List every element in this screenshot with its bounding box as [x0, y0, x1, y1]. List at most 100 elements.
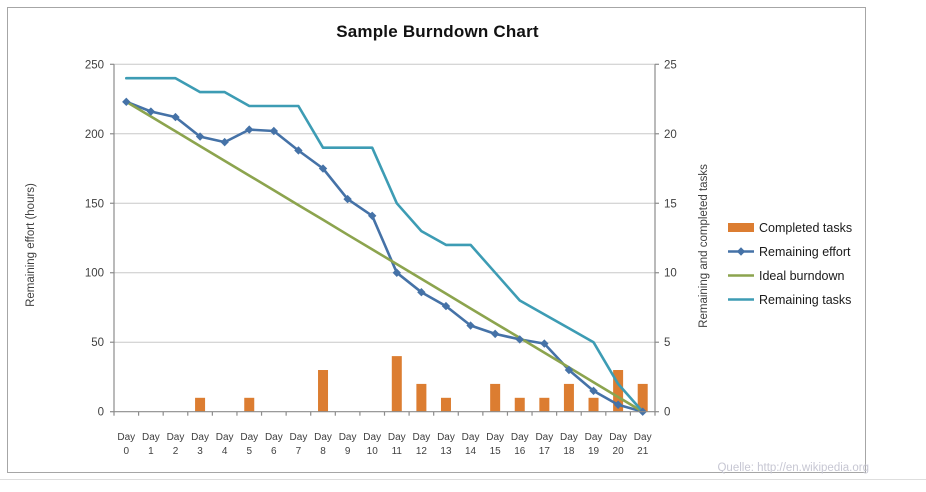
axes: 0 50 100 150 200 250 0 5 10 15 20 25 — [85, 59, 677, 418]
legend-item-ideal-burndown: Ideal burndown — [728, 267, 874, 284]
diamond-marker — [171, 112, 180, 122]
axis-tick-label: Day — [117, 432, 135, 443]
diamond-marker — [515, 335, 524, 344]
axis-tick-label: Day — [265, 432, 283, 443]
axis-tick-label: Day — [142, 432, 160, 443]
axis-tick-label: 2 — [173, 446, 179, 457]
bar-completed-tasks — [514, 397, 525, 412]
bar-completed-tasks — [539, 397, 550, 412]
axis-tick-label: 8 — [320, 446, 326, 457]
swatch-bar — [728, 223, 754, 232]
diamond-marker — [368, 211, 377, 220]
diamond-marker — [294, 146, 303, 155]
series-remaining-tasks — [125, 76, 645, 414]
axis-tick-label: 3 — [197, 446, 203, 457]
series-completed-tasks — [195, 356, 648, 412]
axis-tick-label: 16 — [514, 446, 526, 457]
axis-tick-label: 13 — [440, 446, 452, 457]
axis-tick-label: 0 — [124, 446, 130, 457]
axis-tick-label: Day — [412, 432, 430, 443]
diamond-marker — [613, 400, 623, 409]
diamond-marker — [269, 126, 279, 136]
axis-tick-label: Day — [486, 432, 504, 443]
axis-tick-label: 0 — [664, 407, 670, 419]
bar-completed-tasks — [490, 383, 501, 412]
axis-tick-label: Day — [240, 432, 258, 443]
axis-tick-label: Day — [314, 432, 332, 443]
axis-tick-label: 4 — [222, 446, 228, 457]
bar-completed-tasks — [416, 383, 427, 412]
diamond-marker — [318, 164, 328, 173]
diamond-marker — [490, 329, 500, 339]
markers-remaining-effort — [122, 97, 647, 416]
x-axis-labels: Day 0 Day 1 Day 2 Day 3 Day 4 Day 5 Day 6 Day 7 Day 8 Day 9… — [117, 432, 651, 457]
diamond-marker — [245, 125, 254, 134]
line-ideal-burndown — [125, 100, 645, 414]
axis-tick-label: Day — [339, 432, 357, 443]
legend-label: Remaining effort — [759, 244, 851, 259]
bar-completed-tasks — [195, 397, 206, 412]
diamond-marker — [220, 137, 229, 147]
axis-tick-label: Day — [609, 432, 627, 443]
axis-tick-label: Day — [290, 432, 308, 443]
axis-tick-label: 12 — [416, 446, 428, 457]
bar-completed-tasks — [613, 370, 624, 412]
axis-tick-label: Day — [535, 432, 553, 443]
diamond-marker — [343, 194, 352, 204]
axis-tick-label: 18 — [563, 446, 575, 457]
axis-tick-label: Day — [462, 432, 480, 443]
axis-tick-label: Day — [511, 432, 529, 443]
diamond-marker — [540, 339, 549, 348]
axis-tick-label: Day — [585, 432, 603, 443]
line-remaining-tasks — [125, 76, 645, 414]
axis-tick-label: 5 — [664, 337, 670, 349]
axis-tick-label: 15 — [490, 446, 502, 457]
bar-completed-tasks — [563, 383, 574, 412]
axis-tick-label: Day — [167, 432, 185, 443]
series-layer — [122, 76, 648, 416]
axis-tick-label: 21 — [637, 446, 649, 457]
legend-item-remaining-tasks: Remaining tasks — [728, 291, 874, 308]
legend-item-completed-tasks: Completed tasks — [728, 219, 874, 236]
diamond-marker — [392, 268, 401, 277]
bar-completed-tasks — [440, 397, 451, 412]
axis-tick-label: 17 — [539, 446, 551, 457]
page-bottom-divider — [0, 479, 926, 480]
axis-tick-label: 14 — [465, 446, 477, 457]
diamond-marker — [122, 97, 131, 107]
bar-completed-tasks — [244, 397, 255, 412]
axis-tick-label: Day — [191, 432, 209, 443]
source-attribution: Quelle: http://en.wikipedia.org — [717, 462, 869, 474]
line-remaining-effort — [125, 100, 645, 414]
diamond-marker — [441, 301, 451, 311]
axis-tick-label: 150 — [85, 198, 104, 210]
axis-tick-label: Day — [363, 432, 381, 443]
legend-label: Ideal burndown — [759, 268, 845, 283]
legend-swatch-line-icon — [728, 247, 754, 256]
chart-legend: Completed tasks Remaining effort Ideal bur… — [728, 219, 874, 308]
axis-tick-label: Day — [216, 432, 234, 443]
axis-tick-label: 15 — [664, 198, 677, 210]
legend-swatch-bar-icon — [728, 223, 754, 232]
axis-tick-label: 25 — [664, 59, 677, 71]
axis-tick-label: 250 — [85, 59, 104, 71]
chart-frame: Sample Burndown Chart Remaining effort (… — [7, 7, 866, 473]
swatch-diamond — [736, 247, 746, 256]
axis-tick-label: 7 — [296, 446, 302, 457]
series-ideal-burndown — [125, 100, 645, 414]
diamond-marker — [466, 321, 475, 330]
axis-tick-label: 50 — [91, 337, 104, 349]
axis-tick-label: 9 — [345, 446, 351, 457]
axis-tick-label: 10 — [367, 446, 379, 457]
axis-tick-label: 20 — [664, 129, 677, 141]
axis-tick-label: Day — [560, 432, 578, 443]
axis-tick-label: 10 — [664, 268, 677, 280]
axis-tick-label: 19 — [588, 446, 600, 457]
series-remaining-effort — [125, 100, 645, 414]
axis-tick-label: 6 — [271, 446, 277, 457]
legend-item-remaining-effort: Remaining effort — [728, 243, 874, 260]
diamond-marker — [564, 365, 574, 375]
axis-tick-label: 11 — [392, 446, 403, 457]
